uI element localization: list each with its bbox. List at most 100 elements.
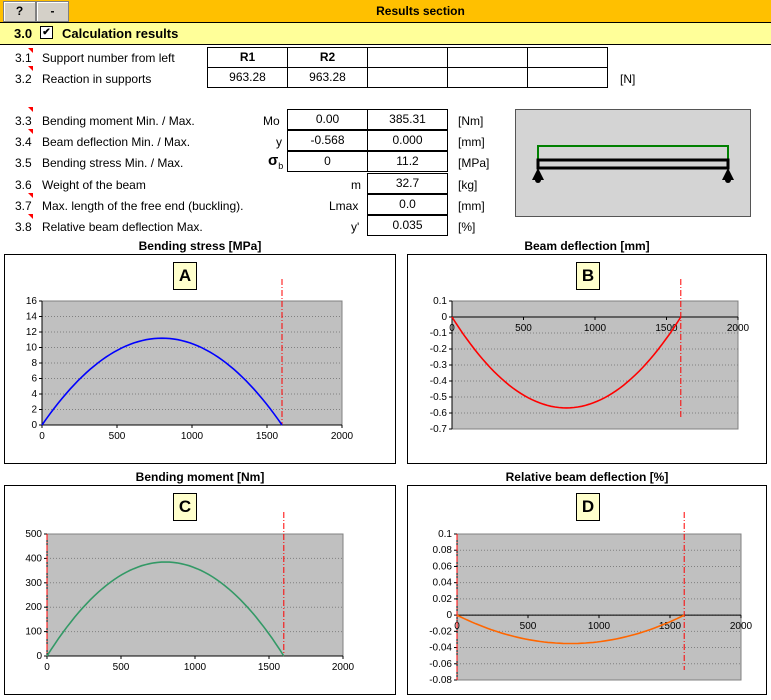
calculation-results-section: 3.0 ✔ Calculation results bbox=[0, 23, 771, 45]
comment-flag-icon bbox=[28, 66, 33, 71]
help-button[interactable]: ? bbox=[3, 1, 36, 22]
comment-flag-icon bbox=[28, 193, 33, 198]
beam-weight-unit: [kg] bbox=[458, 178, 478, 192]
section-number: 3.0 bbox=[14, 26, 33, 41]
chart-tag-a: A bbox=[173, 262, 197, 290]
free-end-length-value: 0.0 bbox=[367, 194, 448, 215]
x-tick-label: 0 bbox=[39, 431, 45, 442]
bending-moment-unit: [Nm] bbox=[458, 114, 484, 128]
free-end-length-unit: [mm] bbox=[458, 199, 485, 213]
support-r1-header: R1 bbox=[207, 47, 288, 68]
reaction-r2-value: 963.28 bbox=[287, 67, 368, 88]
y-tick-label: 500 bbox=[25, 529, 42, 540]
y-tick-label: 16 bbox=[26, 296, 38, 307]
bending-stress-min: 0 bbox=[287, 151, 368, 172]
bending-stress-unit: [MPa] bbox=[458, 156, 490, 170]
x-tick-label: 500 bbox=[515, 323, 532, 334]
x-tick-label: 2000 bbox=[727, 323, 750, 334]
x-tick-label: 2000 bbox=[730, 621, 753, 632]
calculation-results-checkbox[interactable]: ✔ bbox=[40, 26, 53, 39]
bending-stress-max: 11.2 bbox=[367, 151, 448, 172]
y-tick-label: -0.06 bbox=[429, 659, 452, 670]
relative-deflection-unit: [%] bbox=[458, 220, 476, 234]
results-section-title: Results section bbox=[376, 4, 465, 18]
results-header-bar: ? - Results section bbox=[0, 0, 771, 23]
y-tick-label: 0.04 bbox=[433, 578, 453, 589]
y-tick-label: 4 bbox=[31, 389, 37, 400]
beam-weight-value: 32.7 bbox=[367, 173, 448, 194]
x-tick-label: 1000 bbox=[181, 431, 204, 442]
y-tick-label: -0.5 bbox=[430, 392, 448, 403]
y-tick-label: 0.06 bbox=[433, 561, 453, 572]
free-end-length-symbol: Lmax bbox=[329, 199, 359, 213]
series-line bbox=[451, 316, 682, 409]
y-tick-label: -0.2 bbox=[430, 344, 448, 355]
x-tick-label: 1000 bbox=[184, 662, 207, 673]
y-tick-label: -0.04 bbox=[429, 643, 452, 654]
x-tick-label: 1500 bbox=[659, 621, 682, 632]
bending-stress-symbol: σb bbox=[268, 152, 284, 171]
bending-moment-min: 0.00 bbox=[287, 109, 368, 130]
y-tick-label: -0.08 bbox=[429, 675, 452, 686]
bending-stress-chart: A 0 2 4 6 8 10 12 14 16 0 500 1000 1500 2000 bbox=[4, 254, 396, 464]
reaction-r1-value: 963.28 bbox=[207, 67, 288, 88]
beam-weight-label: Weight of the beam bbox=[42, 178, 146, 192]
plot-area bbox=[456, 533, 742, 681]
bending-moment-label: Bending moment Min. / Max. bbox=[42, 114, 195, 128]
chart-b-title: Beam deflection [mm] bbox=[524, 239, 650, 253]
support-r2-header: R2 bbox=[287, 47, 368, 68]
x-tick-label: 1500 bbox=[258, 662, 281, 673]
relative-deflection-symbol: y' bbox=[351, 220, 360, 234]
x-tick-label: 500 bbox=[113, 662, 130, 673]
y-tick-label: -0.1 bbox=[430, 328, 448, 339]
y-tick-label: 0.08 bbox=[433, 545, 453, 556]
row-number-3-8: 3.8 bbox=[15, 220, 32, 234]
series-line bbox=[456, 614, 685, 645]
y-tick-label: 100 bbox=[25, 627, 42, 638]
y-tick-label: 10 bbox=[26, 343, 38, 354]
x-tick-label: 2000 bbox=[332, 662, 355, 673]
support-empty-cell-3 bbox=[527, 47, 608, 68]
bending-stress-label: Bending stress Min. / Max. bbox=[42, 156, 184, 170]
row-number-3-7: 3.7 bbox=[15, 199, 32, 213]
beam-deflection-label: Beam deflection Min. / Max. bbox=[42, 135, 191, 149]
beam-deflection-chart: B 0.1 0 -0.1 -0.2 -0.3 -0.4 -0.5 -0.6 -0.7 0 500 100… bbox=[407, 254, 767, 464]
reaction-empty-cell-1 bbox=[367, 67, 448, 88]
x-tick-label: 500 bbox=[520, 621, 537, 632]
x-tick-label: 500 bbox=[109, 431, 126, 442]
series-line bbox=[41, 337, 283, 426]
y-tick-label: 0.1 bbox=[433, 296, 447, 307]
support-empty-cell-2 bbox=[447, 47, 528, 68]
y-tick-label: 0 bbox=[441, 312, 447, 323]
support-empty-cell-1 bbox=[367, 47, 448, 68]
row-number-3-3: 3.3 bbox=[15, 114, 32, 128]
x-tick-label: 1000 bbox=[588, 621, 611, 632]
chart-tag-d: D bbox=[576, 493, 600, 521]
y-tick-label: 200 bbox=[25, 602, 42, 613]
y-tick-label: 14 bbox=[26, 312, 38, 323]
y-tick-label: 8 bbox=[31, 358, 37, 369]
reaction-label: Reaction in supports bbox=[42, 72, 152, 86]
y-tick-label: 0 bbox=[36, 651, 42, 662]
x-tick-label: 1500 bbox=[655, 323, 678, 334]
plot-area bbox=[46, 533, 344, 657]
reaction-unit: [N] bbox=[620, 72, 636, 86]
y-tick-label: -0.6 bbox=[430, 408, 448, 419]
row-number-3-1: 3.1 bbox=[15, 51, 32, 65]
bending-moment-symbol: Mo bbox=[263, 114, 280, 128]
bending-moment-max: 385.31 bbox=[367, 109, 448, 130]
y-tick-label: 400 bbox=[25, 553, 42, 564]
chart-svg: 0.1 0.08 0.06 0.04 0.02 0 -0.02 -0.04 -0.06 -0.08… bbox=[429, 512, 753, 686]
row-number-3-6: 3.6 bbox=[15, 178, 32, 192]
chart-d-title: Relative beam deflection [%] bbox=[505, 470, 669, 484]
chart-svg: 0 100 200 300 400 500 0 500 1000 1500 2000 bbox=[25, 512, 355, 673]
y-tick-label: -0.02 bbox=[429, 626, 452, 637]
chart-c-title: Bending moment [Nm] bbox=[135, 470, 265, 484]
y-tick-label: 0.02 bbox=[433, 594, 453, 605]
section-title: Calculation results bbox=[62, 26, 179, 41]
y-tick-label: 2 bbox=[31, 405, 37, 416]
x-tick-label: 2000 bbox=[331, 431, 354, 442]
x-tick-label: 0 bbox=[44, 662, 50, 673]
collapse-button[interactable]: - bbox=[36, 1, 69, 22]
beam-weight-symbol: m bbox=[351, 178, 361, 192]
